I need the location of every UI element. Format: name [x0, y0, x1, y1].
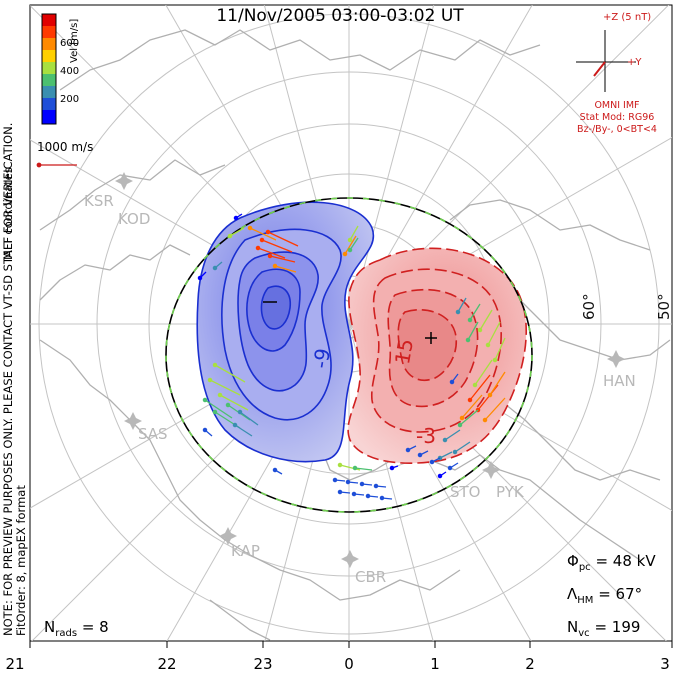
mlt-tick-1: 1 [430, 655, 440, 673]
mlt-tick-2: 2 [525, 655, 535, 673]
mlt-tick-22: 22 [157, 655, 177, 673]
site-label-ksr: KSR [84, 192, 114, 210]
imf-condition: Bz-/By-, 0<BT<4 [577, 124, 657, 135]
lambda-symbol: Λ [567, 585, 578, 603]
contour-label-neg3: -3 [416, 424, 436, 448]
colorbar-tick-200: 200 [60, 94, 80, 105]
nvc-stat: Nvc = 199 [567, 618, 640, 639]
imf-vector [593, 61, 606, 77]
mlt-tick-23: 23 [253, 655, 273, 673]
mlt-tick-3: 3 [660, 655, 670, 673]
cell-center-markers [263, 301, 437, 344]
mlt-tick-0: 0 [344, 655, 354, 673]
nrads-stat: Nrads = 8 [44, 618, 109, 639]
plot-frame [29, 4, 673, 642]
nvc-subscript: vc [578, 628, 590, 639]
imf-z-label: +Z (5 nT) [603, 12, 652, 23]
hm-boundary-dash [165, 197, 533, 513]
imf-stat-mod: Stat Mod: RG96 [579, 112, 655, 123]
colorbar-tick-600: 600 [60, 38, 80, 49]
lambda-subscript: HM [577, 595, 594, 606]
contour-label-15: 15 [390, 336, 419, 367]
positive-potential-cell [347, 247, 527, 464]
lambda-value: = 67° [598, 585, 643, 603]
latitude-label-60: 60° [580, 293, 598, 320]
latitude-label-50: 50° [655, 293, 673, 320]
velocity-reference-vector [36, 162, 77, 168]
nvc-value: = 199 [594, 618, 641, 636]
phipc-value: = 48 kV [595, 552, 656, 570]
nrads-value: = 8 [81, 618, 109, 636]
site-label-han: HAN [603, 372, 636, 390]
nrads-subscript: rads [55, 628, 78, 639]
site-label-kod: KOD [118, 210, 151, 228]
nvc-symbol: N [567, 618, 579, 636]
phipc-subscript: pc [578, 562, 591, 573]
colorbar [41, 13, 57, 125]
preview-note: NOTE: FOR PREVIEW PURPOSES ONLY. PLEASE … [1, 123, 28, 636]
contour-label-neg9: -9 [308, 346, 336, 371]
imf-y-label: +Y [627, 57, 642, 68]
velocity-reference-label: 1000 m/s [37, 140, 94, 154]
site-label-kap: KAP [231, 542, 260, 560]
mlt-tick-marks [29, 641, 673, 648]
site-label-cbr: CBR [355, 568, 387, 586]
map-title: 11/Nov/2005 03:00-03:02 UT [216, 6, 464, 26]
negative-potential-cell [196, 201, 375, 463]
velocity-vectors [197, 213, 506, 501]
site-label-sas: SAS [138, 425, 168, 443]
site-label-sto: STO [450, 483, 481, 501]
site-label-pyk: PYK [496, 483, 524, 501]
preview-note-line2: FitOrder: 8, mapEX format [14, 485, 28, 636]
colorbar-tick-400: 400 [60, 66, 80, 77]
nrads-symbol: N [44, 618, 56, 636]
radar-site-markers [115, 172, 625, 568]
lambda-hm-stat: ΛHM = 67° [567, 585, 642, 606]
mlt-tick-21: 21 [5, 655, 25, 673]
phipc-stat: Φpc = 48 kV [567, 552, 656, 573]
phipc-symbol: Φ [567, 552, 579, 570]
imf-info: OMNI IMF Stat Mod: RG96 Bz-/By-, 0<BT<4 [558, 100, 676, 136]
imf-source: OMNI IMF [594, 100, 640, 111]
imf-clock-dial [576, 30, 636, 92]
